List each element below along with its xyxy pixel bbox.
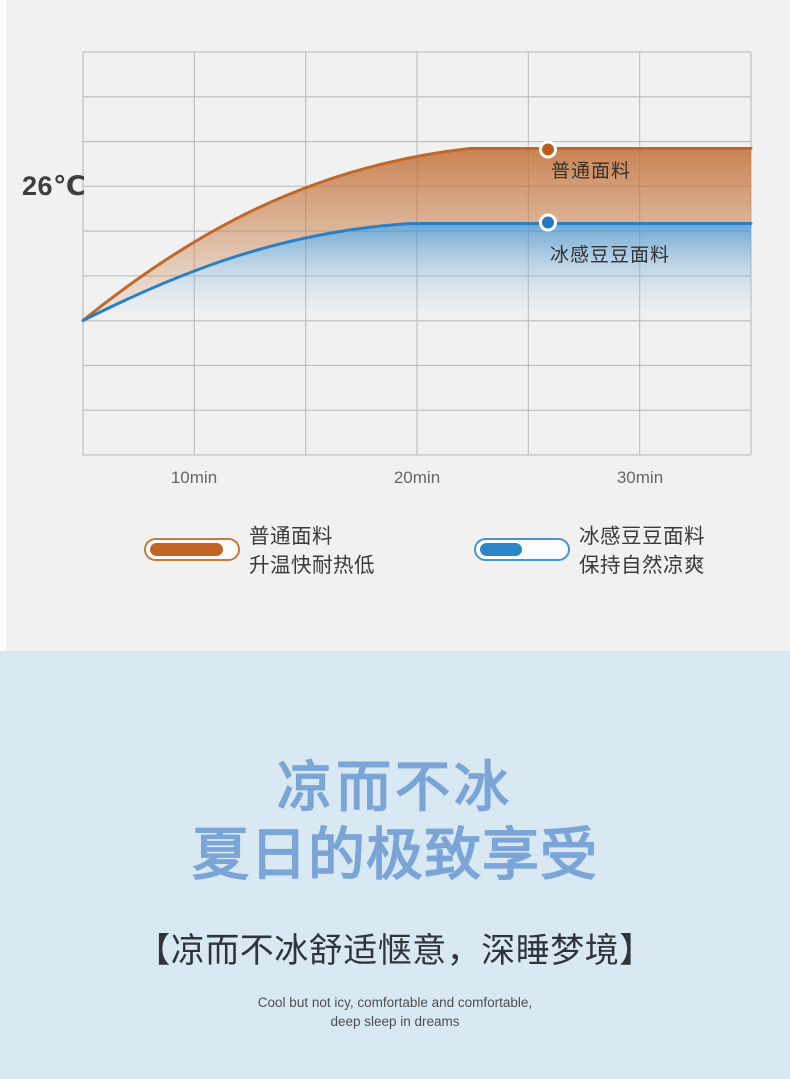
x-tick-10min: 10min xyxy=(170,468,218,487)
ice-fabric-area xyxy=(83,223,751,330)
ice-dot-marker xyxy=(539,213,557,232)
temperature-chart xyxy=(81,51,753,456)
ordinary-fabric-area xyxy=(83,148,751,321)
x-tick-20min: 20min xyxy=(393,468,441,487)
ice-fabric-curve xyxy=(81,222,753,322)
ice-legend-label: 冰感豆豆面料 xyxy=(579,525,705,548)
ordinary-curve-label: 普通面料 xyxy=(551,161,632,182)
temperature-chart-section: 26℃ 10min 20min 30min 普通面料 冰感豆豆面料 普通面料 升… xyxy=(0,0,790,651)
page-left-margin xyxy=(0,0,6,651)
legend-item-ordinary: 普通面料 升温快耐热低 xyxy=(144,522,375,580)
hero-headline-line1: 凉而不冰 xyxy=(276,756,513,818)
ordinary-legend-pill-icon xyxy=(144,538,240,561)
ordinary-legend-label: 普通面料 xyxy=(249,525,333,548)
x-tick-30min: 30min xyxy=(616,468,664,487)
hero-headline: 凉而不冰 夏日的极致享受 xyxy=(0,753,790,889)
ordinary-legend-pill-fill xyxy=(150,543,223,556)
hero-headline-line2: 夏日的极致享受 xyxy=(192,823,598,887)
ice-legend-pill-icon xyxy=(474,538,570,561)
ordinary-fabric-curve xyxy=(81,147,753,322)
ice-legend-sublabel: 保持自然凉爽 xyxy=(579,554,705,577)
hero-caption-line2: deep sleep in dreams xyxy=(330,1014,460,1029)
hero-subheadline: 【凉而不冰舒适惬意，深睡梦境】 xyxy=(136,932,654,970)
legend-item-ice: 冰感豆豆面料 保持自然凉爽 xyxy=(474,522,705,580)
ordinary-legend-sublabel: 升温快耐热低 xyxy=(249,554,375,577)
ice-curve-label: 冰感豆豆面料 xyxy=(550,245,671,266)
hero-caption-line1: Cool but not icy, comfortable and comfor… xyxy=(257,995,533,1010)
y-axis-label-26c: 26℃ xyxy=(22,171,87,201)
ordinary-dot-marker xyxy=(539,140,557,159)
hero-section: 凉而不冰 夏日的极致享受 【凉而不冰舒适惬意，深睡梦境】 Cool but no… xyxy=(0,651,790,1079)
ice-legend-pill-fill xyxy=(480,543,522,556)
hero-caption: Cool but not icy, comfortable and comfor… xyxy=(0,993,790,1031)
